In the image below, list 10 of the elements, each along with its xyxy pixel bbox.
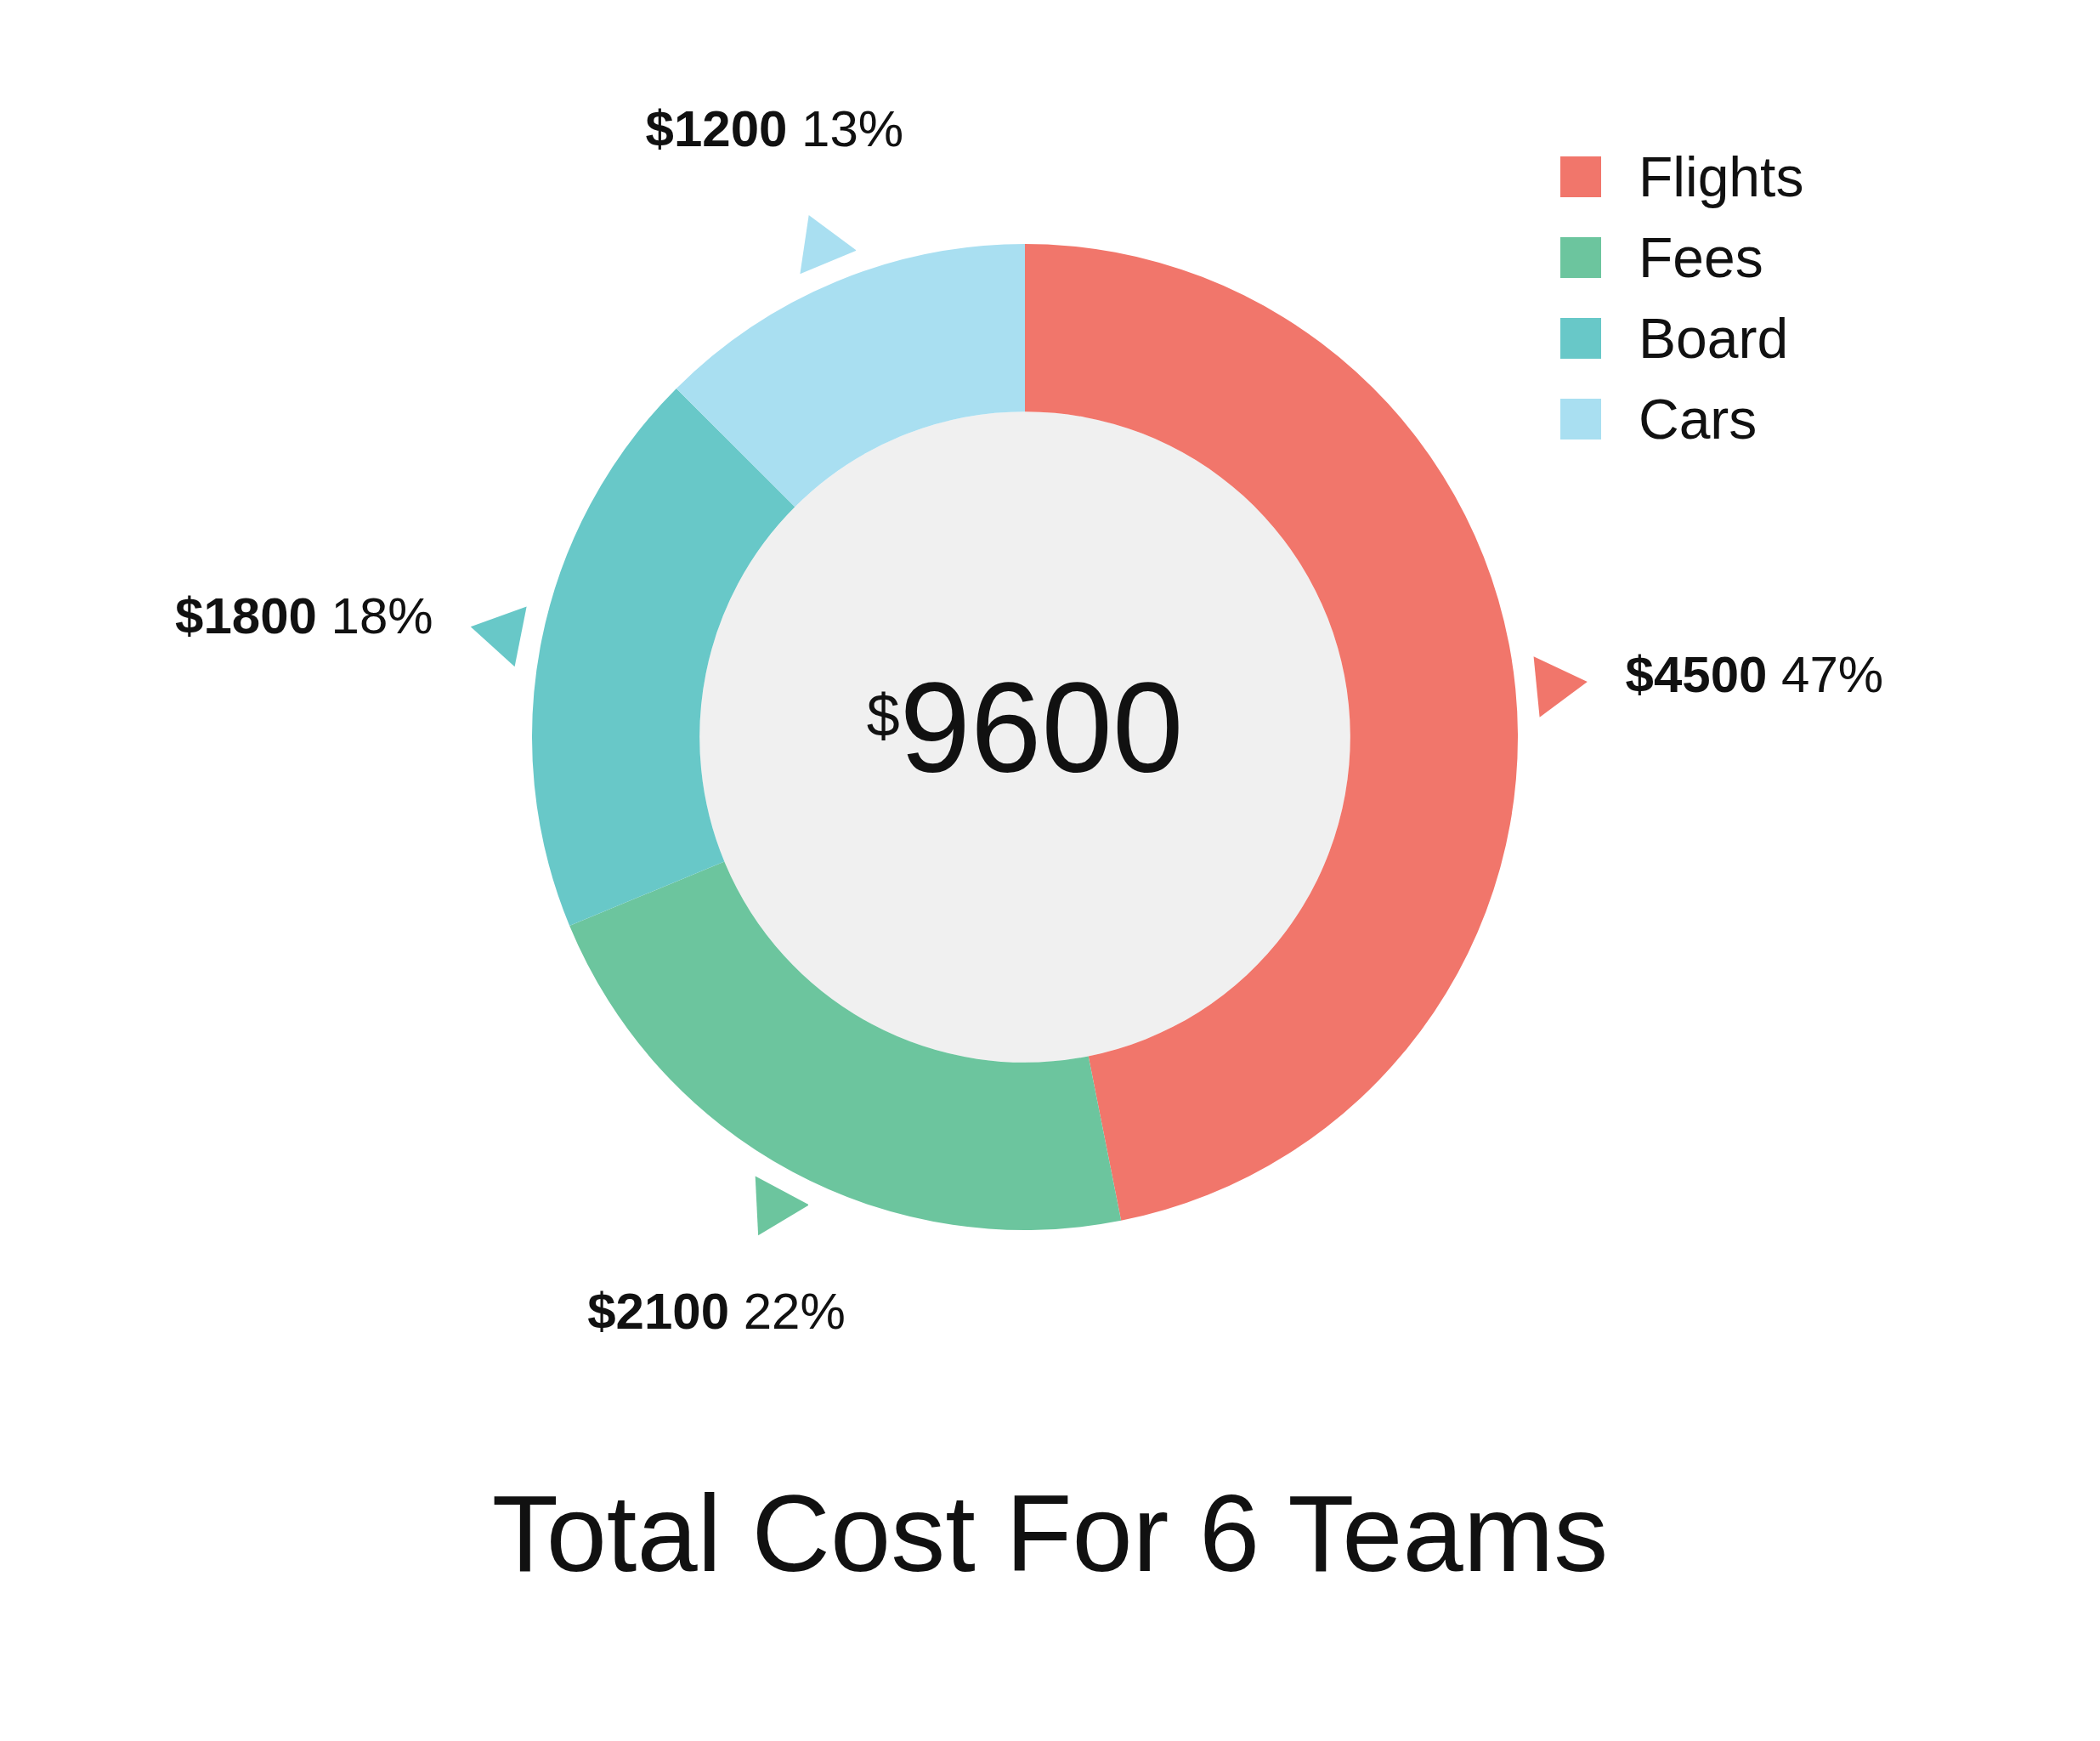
legend-label: Board: [1639, 305, 1789, 371]
data-label: $2100 22%: [587, 1282, 846, 1340]
data-label: $1200 13%: [645, 100, 904, 158]
legend-label: Fees: [1639, 224, 1763, 290]
legend-label: Flights: [1639, 144, 1804, 209]
data-label: $4500 47%: [1625, 645, 1884, 703]
data-label: $1800 18%: [175, 587, 433, 645]
legend-label: Cars: [1639, 386, 1758, 451]
text: $9600: [866, 656, 1184, 800]
text: Total Cost For 6 Teams: [490, 1472, 1610, 1596]
